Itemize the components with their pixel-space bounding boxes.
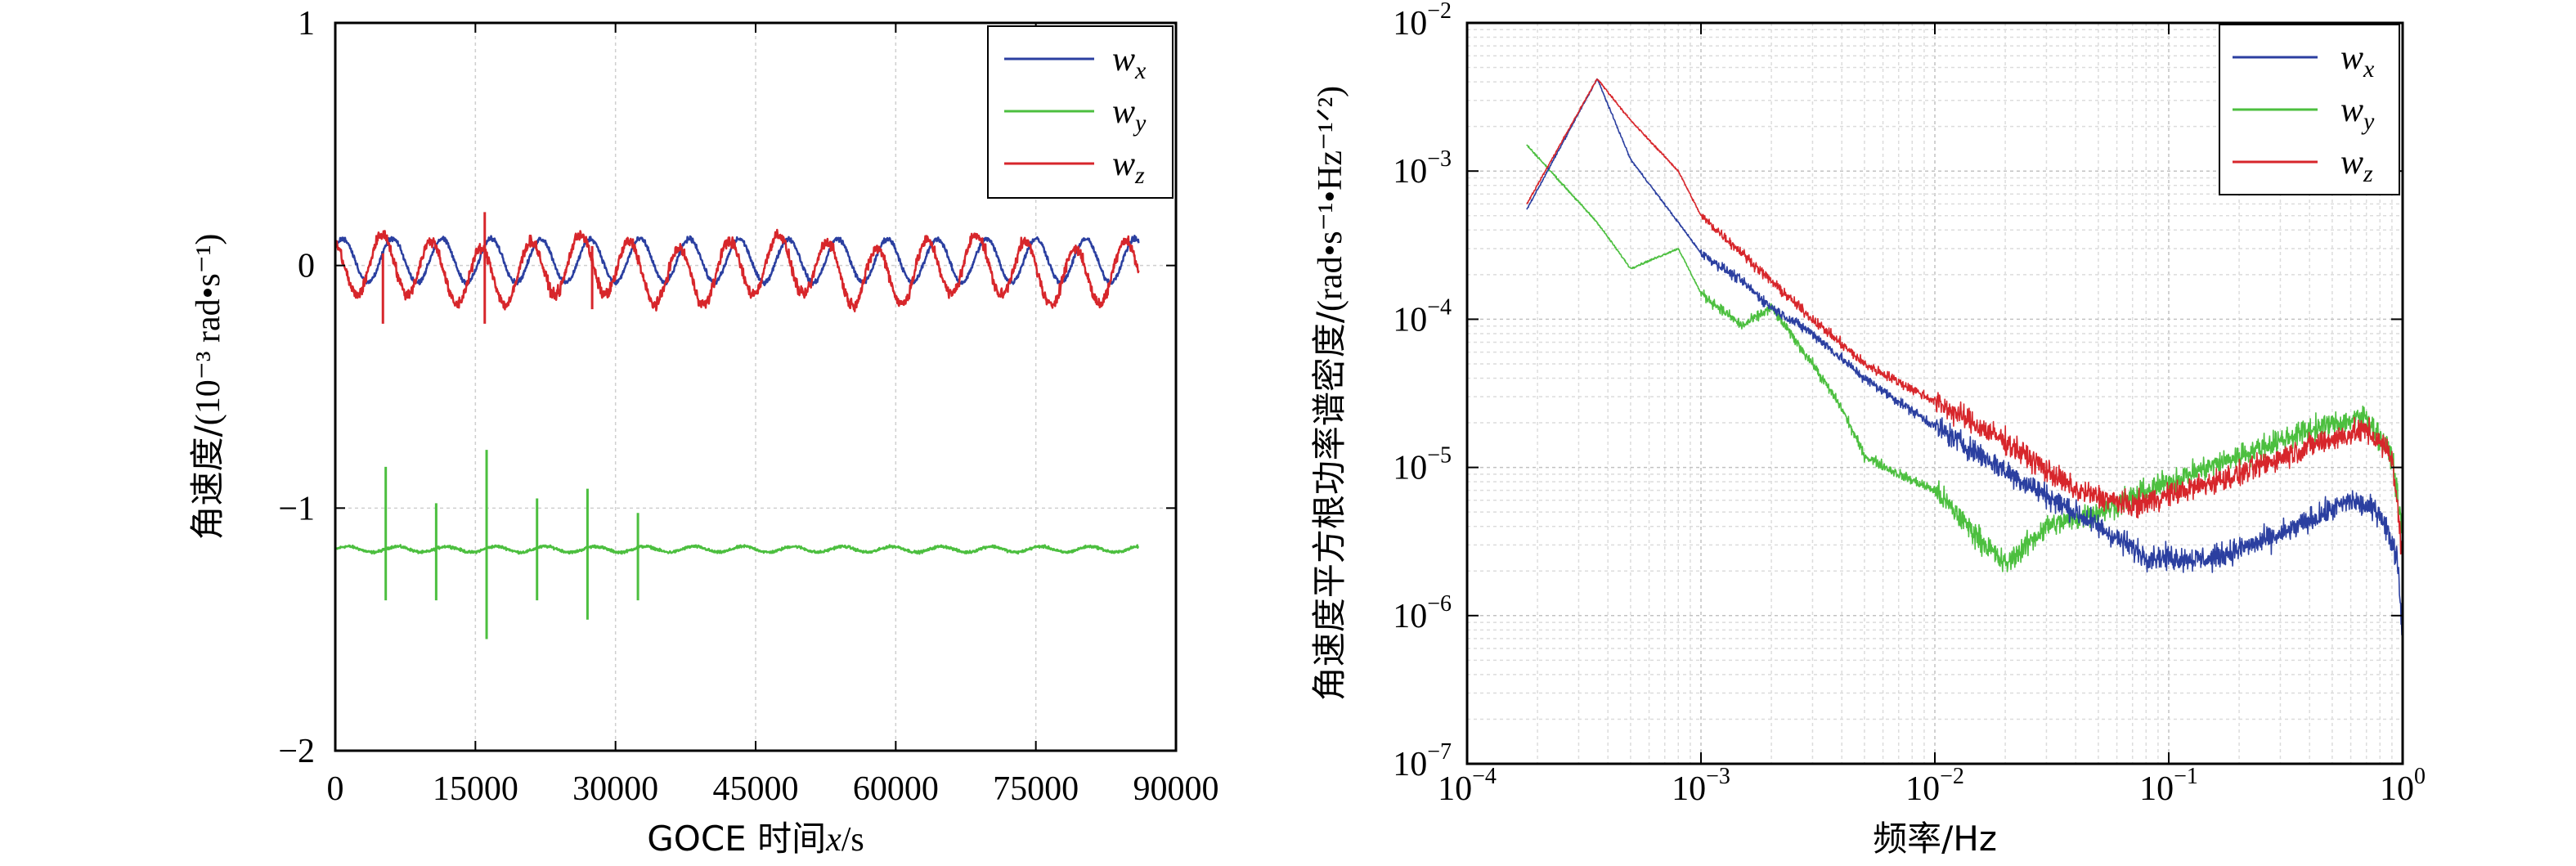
- left-ticks: 0 15000 30000 45000 60000 75000 90000 1 0 −1 −2: [278, 5, 1218, 808]
- left-legend-label-wz: wz: [1112, 146, 1145, 189]
- left-xtick-label: 60000: [853, 770, 939, 808]
- left-xtick-label: 15000: [433, 770, 518, 808]
- left-legend: wx wy wz: [987, 25, 1174, 199]
- right-ytick-label: 10−5: [1393, 443, 1452, 487]
- right-xlabel: 频率/Hz: [1873, 819, 1997, 859]
- right-series-line-wz: [1526, 78, 2403, 563]
- right-legend-label-wy: wy: [2340, 92, 2375, 135]
- right-legend: wx wy wz: [2219, 24, 2400, 195]
- right-ylabel: 角速度平方根功率谱密度/(rad•s⁻¹•Hz⁻¹ᐟ²): [1309, 86, 1349, 701]
- right-ytick-label: 10−4: [1393, 294, 1452, 339]
- left-ylabel: 角速度/(10⁻³ rad•s⁻¹): [187, 234, 227, 541]
- left-ylabel-unit: (10⁻³ rad•s⁻¹): [190, 234, 227, 426]
- right-xtick-label: 10−1: [2139, 764, 2198, 808]
- left-ylabel-main: 角速度/: [187, 424, 227, 540]
- right-series-line-wy: [1526, 144, 2403, 572]
- right-series-line-wx: [1526, 78, 2403, 636]
- right-legend-label-wz: wz: [2340, 144, 2373, 187]
- left-series: [335, 212, 1140, 639]
- left-xlabel-var: x: [825, 821, 841, 859]
- left-xtick-label: 75000: [993, 770, 1079, 808]
- right-ytick-label: 10−2: [1393, 0, 1452, 43]
- left-legend-label-wx: wx: [1112, 41, 1147, 84]
- right-legend-label-wx: wx: [2340, 39, 2375, 83]
- right-ytick-label: 10−6: [1393, 591, 1452, 635]
- spectrum-panel: 10−4 10−3 10−2 10−1 100 10−2 10−3 10−4 10−5 10−6 1…: [1309, 0, 2426, 859]
- left-xlabel-prefix: GOCE 时间: [647, 819, 826, 859]
- left-ytick-label: −2: [278, 733, 315, 770]
- right-ytick-label: 10−3: [1393, 146, 1452, 191]
- time-series-panel: 0 15000 30000 45000 60000 75000 90000 1 0 −1 −2 角速…: [187, 5, 1219, 859]
- right-ylabel-unit: (rad•s⁻¹•Hz⁻¹ᐟ²): [1312, 86, 1349, 312]
- left-xlabel: GOCE 时间x/s: [647, 819, 864, 859]
- left-xtick-label: 90000: [1133, 770, 1219, 808]
- left-xtick-label: 0: [327, 770, 344, 808]
- left-xtick-label: 30000: [572, 770, 658, 808]
- right-ticks: 10−4 10−3 10−2 10−1 100 10−2 10−3 10−4 10−5 10−6 1…: [1393, 0, 2426, 808]
- right-xtick-label: 10−3: [1672, 764, 1730, 808]
- right-series: [1526, 78, 2403, 636]
- left-ytick-label: 1: [298, 5, 315, 43]
- right-ylabel-main: 角速度平方根功率谱密度/: [1309, 311, 1349, 701]
- right-ytick-label: 10−7: [1393, 739, 1452, 783]
- right-xtick-label: 10−2: [1905, 764, 1964, 808]
- left-xlabel-suffix: /s: [841, 821, 864, 859]
- left-xtick-label: 45000: [713, 770, 799, 808]
- left-ytick-label: 0: [298, 248, 315, 285]
- left-series-line-wy: [335, 544, 1140, 555]
- right-xtick-label: 10−4: [1438, 764, 1497, 808]
- left-series-line-wz: [335, 228, 1140, 312]
- left-legend-label-wy: wy: [1112, 93, 1147, 137]
- right-xtick-label: 100: [2380, 764, 2426, 808]
- left-ytick-label: −1: [278, 490, 315, 527]
